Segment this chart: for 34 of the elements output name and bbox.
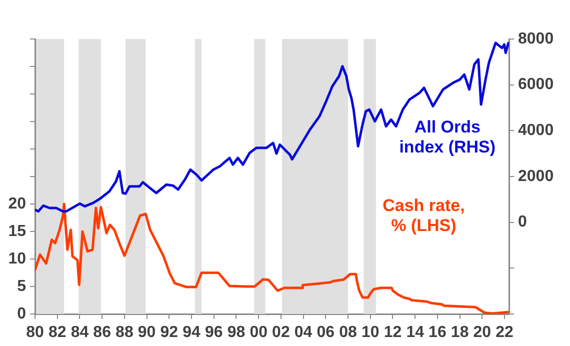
x-tick-label: 04 <box>294 324 312 342</box>
x-tick-label: 18 <box>450 324 469 342</box>
x-tick-label: 06 <box>316 324 335 342</box>
x-tick-label: 82 <box>48 324 66 342</box>
x-tick-label: 90 <box>138 324 156 342</box>
y2-tick-label: 2000 <box>518 168 554 185</box>
x-tick-label: 10 <box>361 324 380 342</box>
y2-tick-label: 8000 <box>518 30 554 48</box>
x-tick-label: 22 <box>496 324 514 342</box>
x-tick-label: 14 <box>406 324 424 342</box>
y-tick-label: 15 <box>8 222 26 240</box>
x-tick-label: 92 <box>160 324 178 342</box>
y2-tick-label: 0 <box>518 214 527 231</box>
x-tick-label: 08 <box>339 324 358 342</box>
y2-tick-label: 4000 <box>518 122 554 140</box>
y-tick-label: 20 <box>8 195 26 212</box>
y-tick-label: 0 <box>17 305 26 322</box>
x-tick-label: 88 <box>116 324 134 342</box>
x-tick-label: 00 <box>250 324 268 342</box>
x-tick-label: 80 <box>26 324 44 342</box>
x-tick-label: 16 <box>428 324 446 342</box>
x-tick-label: 96 <box>204 324 223 342</box>
x-tick-label: 94 <box>182 324 201 342</box>
x-tick-label: 12 <box>384 324 402 342</box>
x-tick-label: 84 <box>70 324 89 342</box>
y-tick-label: 10 <box>8 250 26 268</box>
x-tick-label: 98 <box>227 324 246 342</box>
series-label: All Ords index (RHS) <box>399 118 496 157</box>
text: Cash rate, % (LHS) <box>382 196 465 236</box>
x-tick-label: 02 <box>272 324 290 342</box>
y-tick-label: 5 <box>17 278 26 295</box>
x-tick-label: 86 <box>93 324 112 342</box>
y2-tick-label: 6000 <box>518 76 554 94</box>
x-tick-label: 20 <box>473 324 492 342</box>
